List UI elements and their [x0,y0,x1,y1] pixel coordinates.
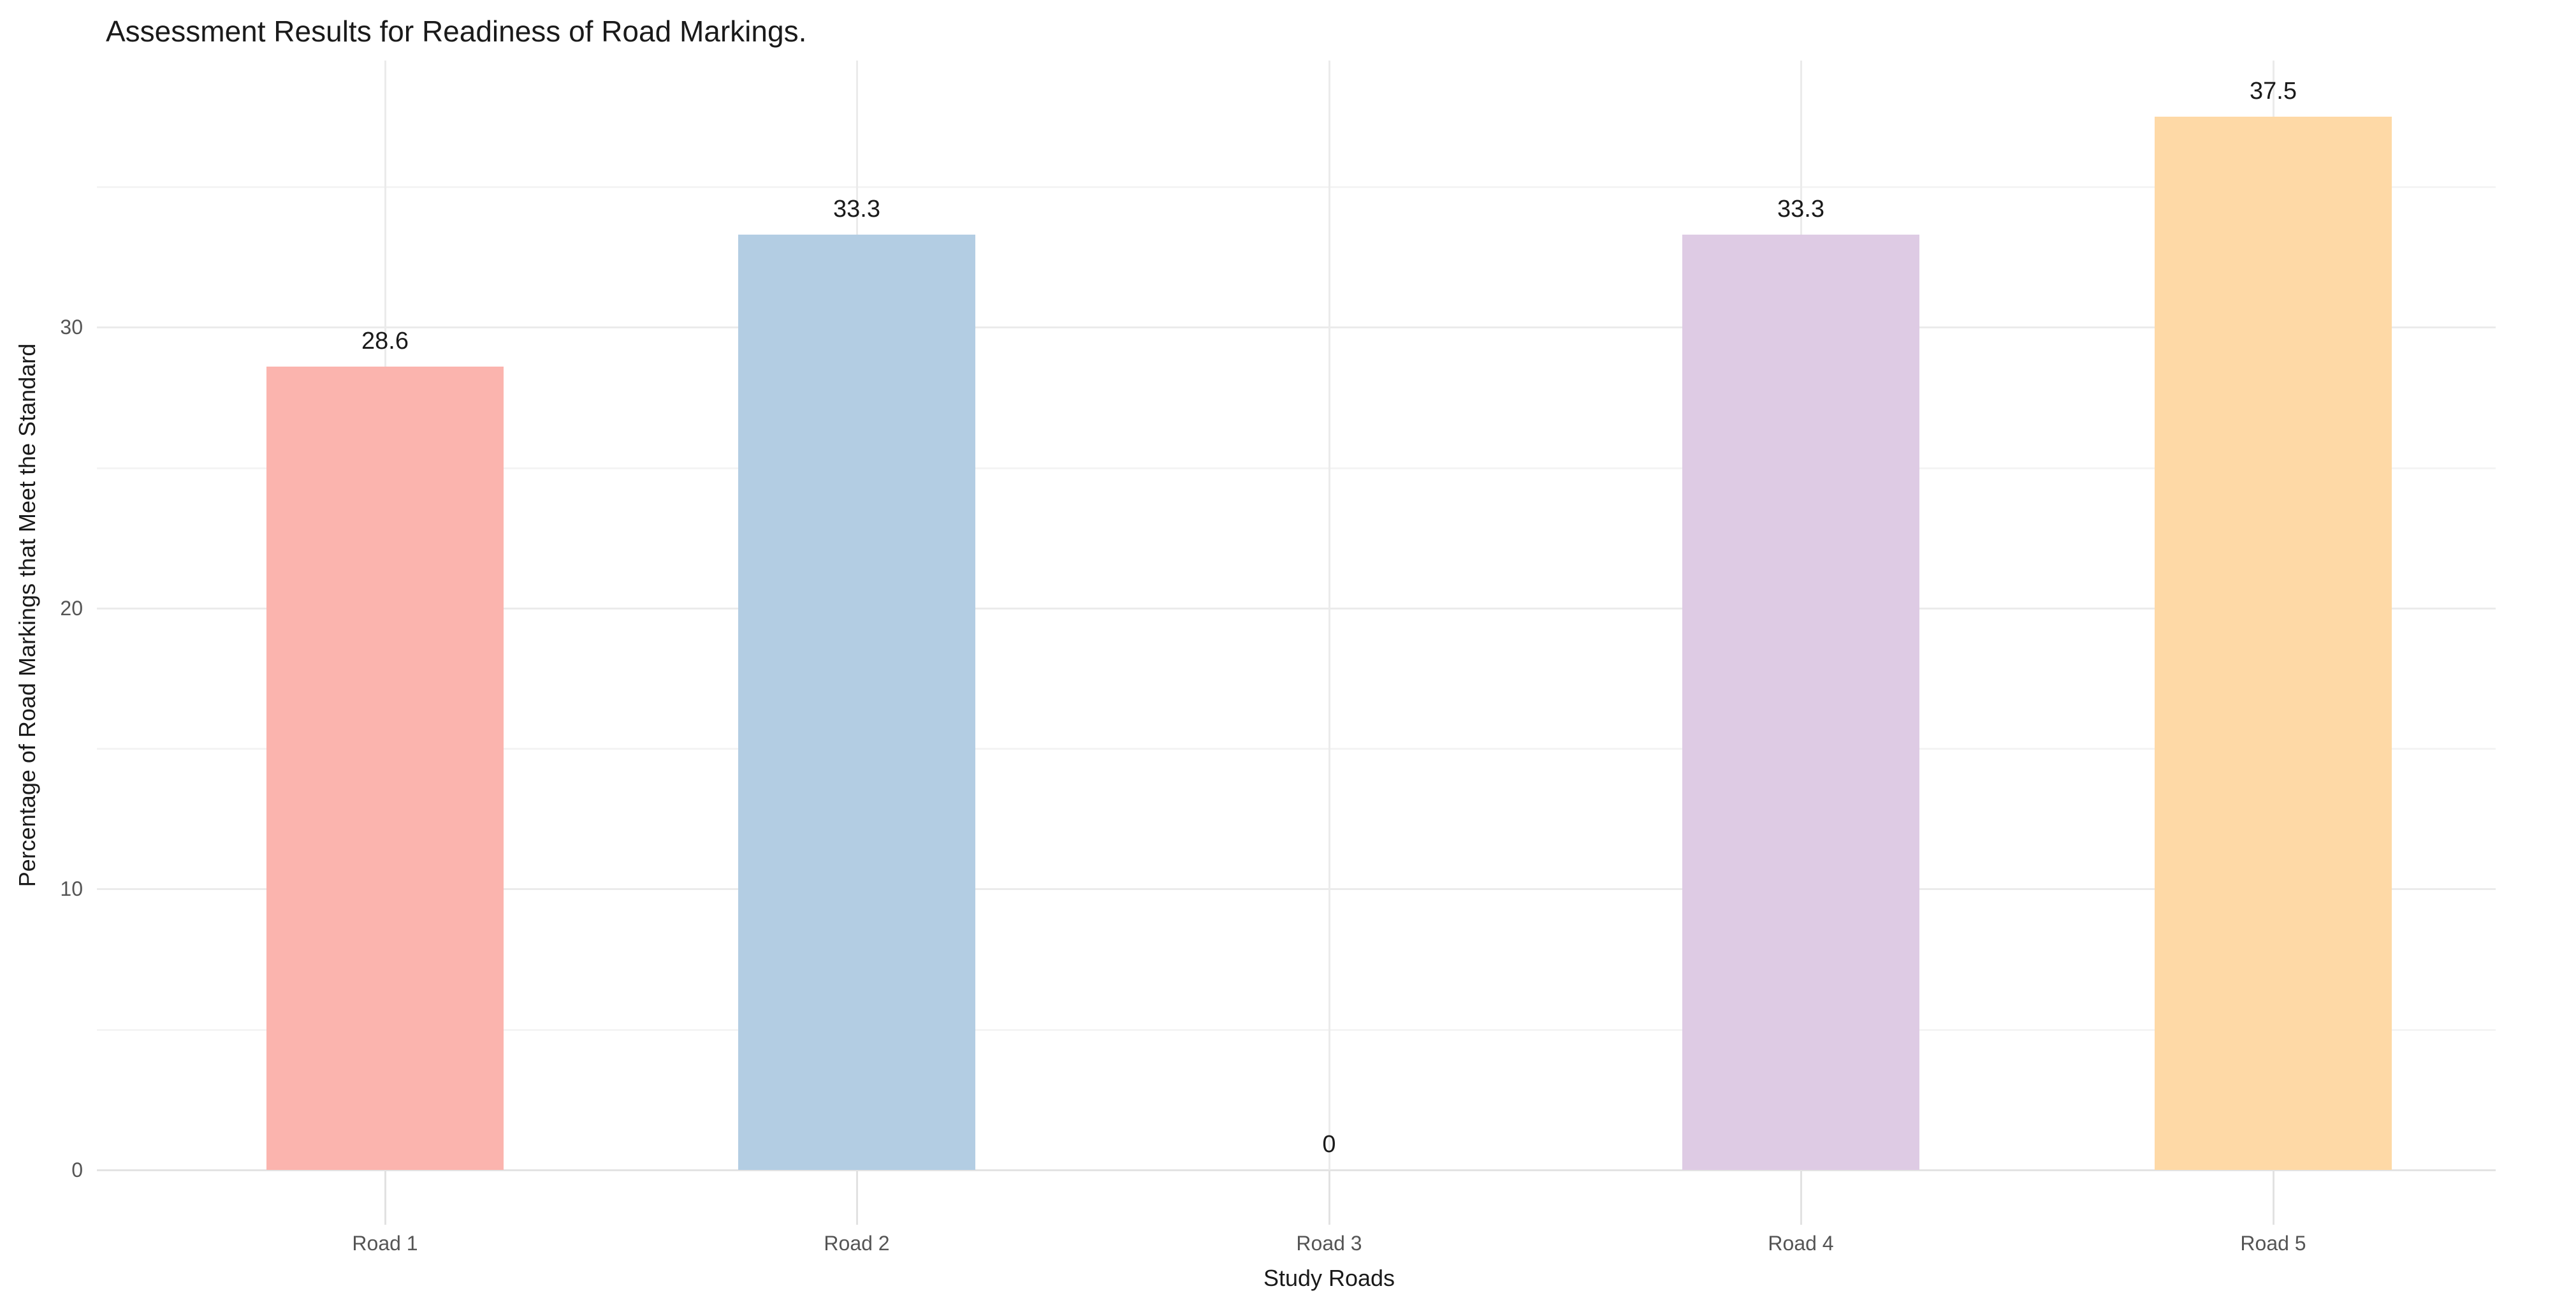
x-tick-label: Road 5 [2240,1232,2306,1255]
y-major-gridline [97,888,2496,890]
y-minor-gridline [97,748,2496,750]
x-axis-line [97,1169,2496,1171]
x-tick-mark [1328,1171,1330,1225]
y-tick-label: 10 [60,877,83,900]
x-tick-label: Road 3 [1296,1232,1362,1255]
x-tick-label: Road 1 [352,1232,418,1255]
bar-value-label: 33.3 [833,196,880,223]
y-major-gridline [97,326,2496,328]
chart-title: Assessment Results for Readiness of Road… [106,15,807,48]
x-tick-mark [1800,1171,1802,1225]
y-minor-gridline [97,1029,2496,1031]
x-axis-title: Study Roads [1263,1265,1395,1291]
bar-value-label: 28.6 [361,328,409,354]
bar-value-label: 33.3 [1777,196,1824,223]
bar-road-2 [738,235,975,1170]
x-major-gridline [1328,61,1330,1170]
y-minor-gridline [97,467,2496,469]
y-tick-label: 0 [71,1158,83,1181]
y-tick-label: 20 [60,597,83,620]
y-minor-gridline [97,186,2496,188]
x-tick-label: Road 2 [824,1232,890,1255]
bar-road-5 [2155,117,2392,1170]
x-tick-mark [384,1171,386,1225]
bar-road-4 [1682,235,1919,1170]
x-tick-label: Road 4 [1768,1232,1834,1255]
x-tick-mark [2273,1171,2274,1225]
y-major-gridline [97,608,2496,610]
bar-road-1 [266,367,504,1170]
x-tick-mark [856,1171,858,1225]
bar-value-label: 37.5 [2250,78,2297,105]
bar-value-label: 0 [1322,1131,1336,1158]
y-tick-label: 30 [60,316,83,339]
